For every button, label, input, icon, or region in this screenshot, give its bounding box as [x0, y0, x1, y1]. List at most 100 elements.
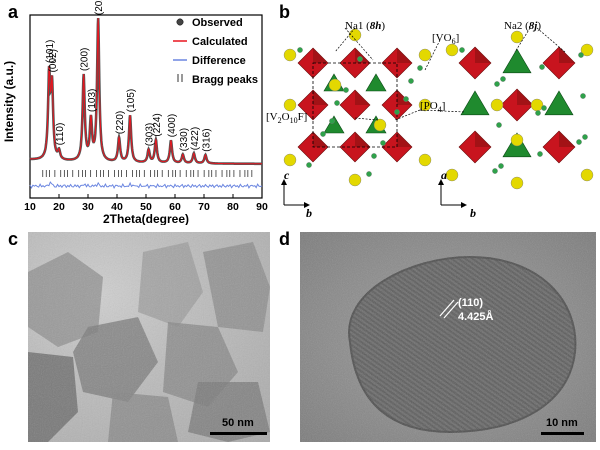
- na-atom: [580, 168, 594, 182]
- o-atom: [576, 139, 582, 145]
- po4-tetrahedron: [502, 48, 532, 74]
- label-leader-line: [514, 27, 531, 53]
- o-atom: [496, 122, 502, 128]
- o-atom: [380, 140, 386, 146]
- tem-image-c: [28, 232, 270, 442]
- legend-entry: Calculated: [192, 36, 248, 48]
- o-atom: [494, 81, 500, 87]
- scale-label-d: 10 nm: [546, 417, 578, 429]
- x-tick-label: 10: [24, 201, 36, 213]
- na-atom: [418, 98, 432, 112]
- o-atom: [306, 162, 312, 168]
- po4-tetrahedron: [365, 73, 387, 92]
- o-atom: [582, 134, 588, 140]
- scale-bar-c: [210, 432, 267, 435]
- po4-tetrahedron: [460, 90, 490, 116]
- o-atom: [492, 168, 498, 174]
- difference-series: [29, 181, 263, 189]
- octahedron-shade: [313, 48, 328, 63]
- vo6-label: [VO6]: [432, 32, 460, 47]
- o-atom: [537, 151, 543, 157]
- na-atom: [348, 173, 362, 187]
- na-atom: [510, 30, 524, 44]
- peak-label: (303): [145, 123, 156, 146]
- scale-bar-d: [541, 432, 584, 435]
- v2o10f-label: [V2O10F]: [266, 111, 308, 126]
- na-atom: [510, 176, 524, 190]
- x-tick-label: 90: [256, 201, 268, 213]
- axis-a-label: a: [441, 168, 447, 182]
- na-atom: [283, 98, 297, 112]
- po4-tetrahedron: [323, 115, 345, 134]
- x-tick-label: 40: [111, 201, 123, 213]
- legend-entry: Difference: [192, 55, 246, 67]
- na-atom: [490, 98, 504, 112]
- na-atom: [445, 43, 459, 57]
- calculated-series: [29, 18, 262, 165]
- o-atom: [408, 78, 414, 84]
- legend-entry: Bragg peaks: [192, 74, 258, 86]
- x-tick-label: 20: [53, 201, 65, 213]
- o-atom: [539, 64, 545, 70]
- legend-entry: Observed: [192, 17, 243, 29]
- panel-letter-a: a: [8, 2, 19, 22]
- o-atom: [343, 87, 349, 93]
- label-leader-line: [344, 27, 374, 61]
- na-atom: [418, 48, 432, 62]
- na-atom: [328, 78, 342, 92]
- xrd-chart: 10 20 30 40 50 60 70 80 90 2Theta(degree) Intensit…: [2, 0, 268, 225]
- na-atom: [373, 118, 387, 132]
- panel-letter-b: b: [279, 2, 290, 22]
- peak-label: (105): [126, 89, 137, 112]
- panel-letter-d: d: [279, 229, 290, 249]
- octahedron-shade: [397, 132, 412, 147]
- o-atom: [357, 56, 363, 62]
- x-tick-label: 80: [227, 201, 239, 213]
- peak-label: (101): [45, 40, 56, 63]
- o-atom: [334, 100, 340, 106]
- o-atom: [459, 47, 465, 53]
- octahedron-shade: [475, 131, 491, 147]
- o-atom: [578, 52, 584, 58]
- o-atom: [417, 65, 423, 71]
- x-axis-label: 2Theta(degree): [103, 212, 189, 225]
- na-atom: [445, 168, 459, 182]
- octahedron-shade: [559, 131, 575, 147]
- axis-b-left-label: b: [306, 206, 312, 220]
- peak-label: (103): [87, 89, 98, 112]
- na-atom: [283, 153, 297, 167]
- spacing-label: 4.425Å: [458, 311, 494, 323]
- o-atom: [541, 105, 547, 111]
- peak-label: (316): [201, 128, 212, 151]
- tem-image-d: [300, 232, 596, 442]
- peak-label: (220): [115, 111, 126, 134]
- octahedron-shade: [355, 48, 370, 63]
- peak-label: (224): [152, 113, 163, 136]
- unit-cell-outline: [312, 62, 398, 148]
- o-atom: [500, 76, 506, 82]
- octahedron-shade: [397, 48, 412, 63]
- o-atom: [320, 131, 326, 137]
- po4-tetrahedron: [544, 90, 574, 116]
- na-atom: [510, 133, 524, 147]
- axis-b-right-label: b: [470, 206, 476, 220]
- na1-label: Na1 (8h): [345, 20, 386, 32]
- po4-label: [PO4]: [420, 100, 446, 115]
- octahedron-shade: [313, 90, 328, 105]
- peak-label: (400): [167, 114, 178, 137]
- na-atom: [283, 48, 297, 62]
- o-atom: [580, 93, 586, 99]
- na-atom: [530, 98, 544, 112]
- octahedron-shade: [355, 132, 370, 147]
- scale-label-c: 50 nm: [222, 417, 254, 429]
- label-leader-line: [334, 27, 356, 53]
- crystal-structure-figure: [281, 27, 594, 208]
- octahedron-shade: [517, 89, 533, 105]
- axis-arrowhead: [281, 179, 287, 185]
- label-leader-line: [394, 109, 421, 121]
- o-atom: [297, 47, 303, 53]
- panel-letter-c: c: [8, 229, 19, 249]
- axis-arrowhead: [438, 179, 444, 185]
- axis-c-label: c: [284, 168, 290, 182]
- na-atom: [418, 153, 432, 167]
